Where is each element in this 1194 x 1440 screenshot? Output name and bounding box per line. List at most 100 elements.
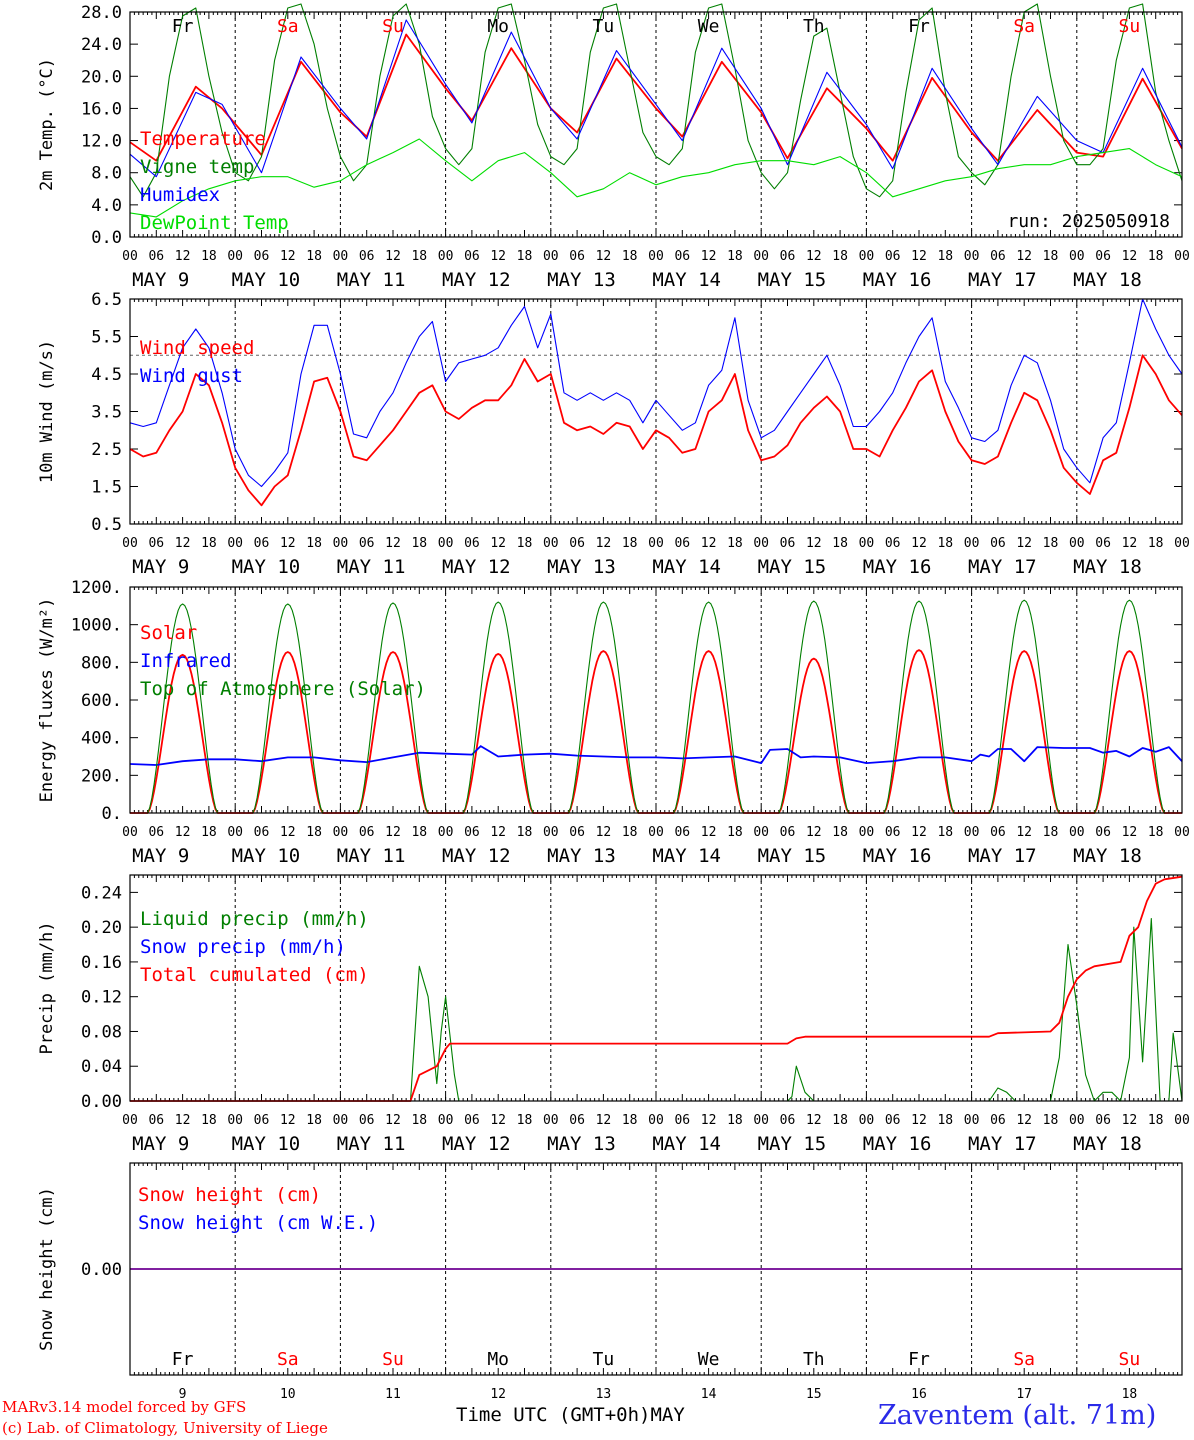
hour-label: 12 bbox=[1016, 536, 1032, 551]
hour-label: 06 bbox=[674, 1113, 690, 1128]
date-label: MAY 10 bbox=[232, 269, 301, 291]
weekday-label: Th bbox=[803, 16, 825, 37]
date-label: MAY 11 bbox=[337, 556, 406, 578]
hour-label: 12 bbox=[701, 1113, 717, 1128]
date-label: MAY 13 bbox=[547, 269, 616, 291]
hour-label: 00 bbox=[753, 249, 769, 264]
hour-label: 18 bbox=[201, 536, 217, 551]
weekday-label: Su bbox=[1119, 16, 1141, 37]
date-label: MAY 12 bbox=[442, 556, 511, 578]
hour-label: 00 bbox=[648, 825, 664, 840]
hour-label: 00 bbox=[1174, 249, 1190, 264]
hour-label: 06 bbox=[148, 249, 164, 264]
y-tick-label: 600. bbox=[81, 691, 122, 711]
series-line-1 bbox=[129, 33, 1183, 162]
hour-label: 12 bbox=[806, 1113, 822, 1128]
hour-label: 18 bbox=[937, 1113, 953, 1128]
hour-label: 06 bbox=[359, 825, 375, 840]
y-tick-label: 6.5 bbox=[91, 290, 122, 310]
y-tick-label: 800. bbox=[81, 653, 122, 673]
y-tick-label: 0.00 bbox=[81, 1092, 122, 1112]
day-number: 17 bbox=[1016, 1387, 1032, 1402]
date-label: MAY 9 bbox=[132, 556, 189, 578]
hour-label: 18 bbox=[727, 536, 743, 551]
hour-label: 06 bbox=[1095, 536, 1111, 551]
hour-label: 18 bbox=[832, 825, 848, 840]
hour-label: 06 bbox=[1095, 825, 1111, 840]
hour-label: 18 bbox=[201, 1113, 217, 1128]
hour-label: 00 bbox=[438, 536, 454, 551]
hour-label: 06 bbox=[674, 825, 690, 840]
hour-label: 00 bbox=[227, 536, 243, 551]
y-tick-label: 16.0 bbox=[81, 99, 122, 119]
hour-label: 12 bbox=[385, 536, 401, 551]
date-label: MAY 16 bbox=[863, 269, 932, 291]
hour-label: 12 bbox=[385, 825, 401, 840]
hour-label: 06 bbox=[569, 1113, 585, 1128]
date-label: MAY 11 bbox=[337, 1133, 406, 1155]
hour-label: 06 bbox=[254, 825, 270, 840]
hour-label: 06 bbox=[885, 536, 901, 551]
day-number: 10 bbox=[280, 1387, 296, 1402]
hour-label: 00 bbox=[1069, 1113, 1085, 1128]
hour-label: 00 bbox=[333, 825, 349, 840]
weekday-label: Su bbox=[1119, 1349, 1141, 1370]
hour-label: 18 bbox=[306, 249, 322, 264]
hour-label: 18 bbox=[937, 536, 953, 551]
hour-label: 18 bbox=[306, 825, 322, 840]
y-tick-label: 1.5 bbox=[91, 478, 122, 498]
weekday-label: Fr bbox=[908, 1349, 930, 1370]
series-line-2 bbox=[129, 298, 1183, 488]
date-label: MAY 15 bbox=[758, 269, 827, 291]
date-label: MAY 9 bbox=[132, 269, 189, 291]
y-tick-label: 3.5 bbox=[91, 403, 122, 423]
plot-frame bbox=[129, 11, 1183, 238]
hour-label: 12 bbox=[1016, 249, 1032, 264]
date-label: MAY 15 bbox=[758, 556, 827, 578]
hour-label: 06 bbox=[1095, 1113, 1111, 1128]
hour-label: 12 bbox=[806, 825, 822, 840]
date-label: MAY 13 bbox=[547, 1133, 616, 1155]
hour-label: 12 bbox=[1122, 825, 1138, 840]
weekday-label: Sa bbox=[1013, 1349, 1035, 1370]
hour-label: 12 bbox=[701, 825, 717, 840]
hour-label: 00 bbox=[122, 1113, 138, 1128]
date-label: MAY 9 bbox=[132, 845, 189, 867]
y-axis-title: 10m Wind (m/s) bbox=[37, 340, 57, 483]
hour-label: 06 bbox=[569, 249, 585, 264]
station-name: Zaventem (alt. 71m) bbox=[878, 1400, 1157, 1431]
series-line-2 bbox=[129, 3, 1183, 198]
y-tick-label: 8.0 bbox=[91, 164, 122, 184]
hour-label: 06 bbox=[780, 249, 796, 264]
day-number: 16 bbox=[911, 1387, 927, 1402]
hour-label: 00 bbox=[964, 536, 980, 551]
hour-label: 18 bbox=[201, 825, 217, 840]
y-tick-label: 400. bbox=[81, 729, 122, 749]
lab-credit: (c) Lab. of Climatology, University of L… bbox=[2, 1419, 328, 1437]
hour-label: 12 bbox=[596, 825, 612, 840]
panel-4: 0.00 0.04 0.08 0.12 0.16 0.20 0.24 Precip (mm/h… bbox=[37, 874, 1190, 1155]
date-label: MAY 14 bbox=[652, 556, 721, 578]
hour-label: 12 bbox=[911, 1113, 927, 1128]
hour-label: 18 bbox=[411, 536, 427, 551]
hour-label: 12 bbox=[1122, 249, 1138, 264]
day-number: 9 bbox=[179, 1387, 187, 1402]
weekday-label: Tu bbox=[593, 16, 615, 37]
hour-label: 00 bbox=[227, 1113, 243, 1128]
plot-frame bbox=[129, 298, 1183, 525]
hour-label: 06 bbox=[885, 1113, 901, 1128]
y-axis-title: Energy fluxes (W/m²) bbox=[37, 598, 57, 803]
hour-label: 06 bbox=[359, 1113, 375, 1128]
y-tick-label: 5.5 bbox=[91, 328, 122, 348]
date-label: MAY 16 bbox=[863, 556, 932, 578]
hour-label: 12 bbox=[596, 1113, 612, 1128]
date-label: MAY 14 bbox=[652, 845, 721, 867]
hour-label: 18 bbox=[622, 825, 638, 840]
hour-label: 06 bbox=[780, 536, 796, 551]
date-label: MAY 10 bbox=[232, 1133, 301, 1155]
hour-label: 12 bbox=[1122, 536, 1138, 551]
hour-label: 18 bbox=[1148, 825, 1164, 840]
hour-label: 18 bbox=[622, 536, 638, 551]
hour-label: 06 bbox=[990, 249, 1006, 264]
